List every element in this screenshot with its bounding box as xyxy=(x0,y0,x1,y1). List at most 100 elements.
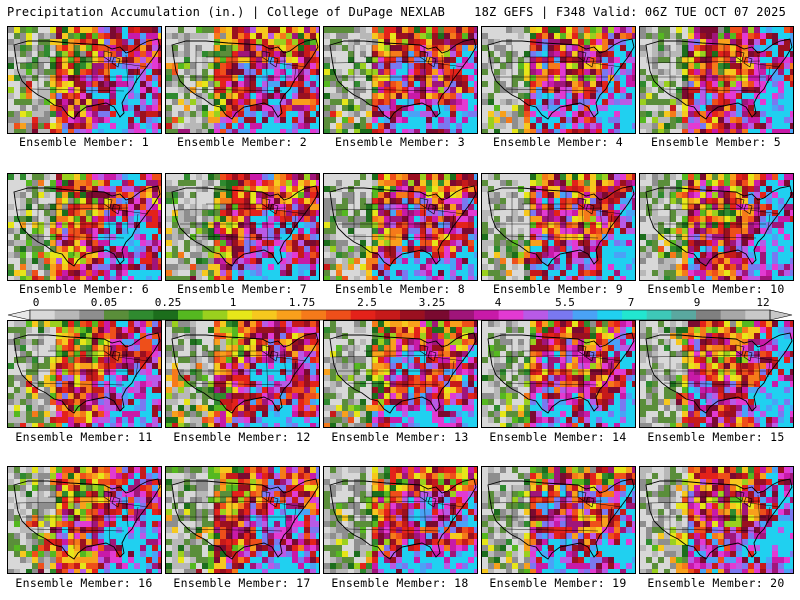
colorbar-swatch xyxy=(671,310,697,320)
colorbar-swatch xyxy=(301,310,327,320)
state-border xyxy=(117,62,149,68)
state-border xyxy=(489,207,603,211)
state-border xyxy=(125,348,129,382)
precipitation-map xyxy=(640,174,793,280)
state-border xyxy=(767,360,771,378)
state-border xyxy=(663,528,757,532)
state-border xyxy=(265,486,269,546)
country-outline xyxy=(171,38,319,120)
state-border xyxy=(135,506,139,524)
state-border xyxy=(423,486,427,546)
state-border xyxy=(433,502,465,508)
state-border xyxy=(451,506,455,524)
state-border xyxy=(749,62,781,68)
state-border xyxy=(189,528,283,532)
state-border xyxy=(107,340,111,400)
model-run-info: 18Z GEFS | F348 Valid: 06Z TUE OCT 07 20… xyxy=(474,5,786,19)
colorbar-tick-label: 12 xyxy=(756,296,770,309)
ensemble-member-label: Ensemble Member: 8 xyxy=(334,282,466,296)
colorbar-swatch xyxy=(178,310,203,320)
state-border xyxy=(609,66,613,84)
colorbar-swatch xyxy=(30,310,55,320)
colorbar-swatch xyxy=(350,310,376,320)
state-border xyxy=(749,356,781,362)
state-border xyxy=(647,354,761,358)
precipitation-map xyxy=(324,27,477,133)
state-border xyxy=(423,193,427,253)
colorbar-tick-label: 2.5 xyxy=(357,296,377,309)
colorbar-tick-label: 0 xyxy=(32,296,40,309)
state-border xyxy=(347,235,441,239)
ensemble-map-panel xyxy=(7,173,162,281)
state-border xyxy=(433,62,465,68)
state-border xyxy=(749,502,781,508)
colorbar-swatch xyxy=(745,310,771,320)
state-border xyxy=(489,500,603,504)
state-border xyxy=(275,209,307,215)
colorbar-swatch xyxy=(474,310,499,320)
colorbar-min-arrow xyxy=(7,309,31,321)
great-lakes-outline xyxy=(735,197,753,215)
state-border xyxy=(609,213,613,231)
state-border xyxy=(609,360,613,378)
state-border xyxy=(441,494,445,528)
state-border xyxy=(275,356,307,362)
precipitation-map xyxy=(482,174,635,280)
precipitation-map xyxy=(640,321,793,427)
precipitation-map xyxy=(640,467,793,573)
ensemble-map-panel xyxy=(639,173,794,281)
colorbar-swatch xyxy=(720,310,746,320)
great-lakes-outline xyxy=(577,490,595,508)
state-border xyxy=(189,88,283,92)
great-lakes-outline xyxy=(735,490,753,508)
state-border xyxy=(31,382,125,386)
precipitation-map xyxy=(482,321,635,427)
ensemble-map-panel xyxy=(481,466,636,574)
state-border xyxy=(135,66,139,84)
state-border xyxy=(757,494,761,528)
colorbar-swatch xyxy=(548,310,573,320)
state-border xyxy=(757,201,761,235)
state-border xyxy=(599,201,603,235)
state-border xyxy=(125,54,129,88)
state-border xyxy=(347,528,441,532)
great-lakes-outline xyxy=(261,50,279,68)
precipitation-map xyxy=(8,467,161,573)
state-border xyxy=(591,356,623,362)
precipitation-map xyxy=(324,467,477,573)
state-border xyxy=(591,502,623,508)
ensemble-map-panel xyxy=(7,26,162,134)
state-border xyxy=(451,66,455,84)
state-border xyxy=(173,500,287,504)
colorbar-swatch xyxy=(523,310,549,320)
colorbar-tick-label: 0.25 xyxy=(154,296,182,309)
ensemble-map-panel xyxy=(165,320,320,428)
state-border xyxy=(15,60,129,64)
colorbar-tick-label: 7 xyxy=(627,296,635,309)
great-lakes-outline xyxy=(261,344,279,362)
ensemble-member-label: Ensemble Member: 19 xyxy=(489,576,627,590)
state-border xyxy=(505,528,599,532)
state-border xyxy=(451,360,455,378)
ensemble-member-label: Ensemble Member: 4 xyxy=(492,135,624,149)
colorbar-swatch xyxy=(79,310,105,320)
great-lakes-outline xyxy=(577,197,595,215)
ensemble-map-panel xyxy=(481,173,636,281)
ensemble-member-label: Ensemble Member: 7 xyxy=(176,282,308,296)
colorbar-tick-label: 9 xyxy=(693,296,701,309)
country-outline xyxy=(171,185,319,267)
ensemble-member-label: Ensemble Member: 17 xyxy=(173,576,311,590)
state-border xyxy=(331,207,445,211)
precipitation-map xyxy=(8,174,161,280)
state-border xyxy=(189,382,283,386)
state-border xyxy=(293,506,297,524)
country-outline xyxy=(329,478,477,560)
great-lakes-outline xyxy=(419,490,437,508)
colorbar-swatch xyxy=(54,310,80,320)
colorbar-swatch xyxy=(400,310,425,320)
ensemble-map-panel xyxy=(323,320,478,428)
precipitation-map xyxy=(8,321,161,427)
country-outline xyxy=(487,478,635,560)
country-outline xyxy=(13,38,161,120)
colorbar-scale xyxy=(7,309,793,321)
